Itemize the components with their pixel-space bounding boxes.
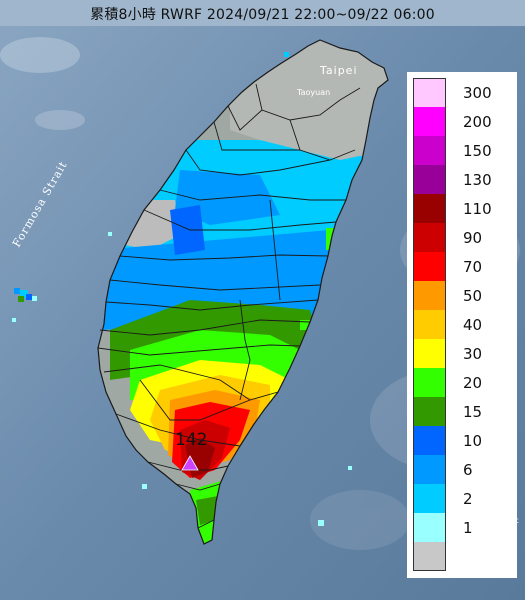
- city-label-taipei: Taipei: [320, 64, 358, 77]
- legend-swatch: [413, 252, 446, 281]
- legend-swatch: [413, 339, 446, 368]
- legend-label: 130: [463, 170, 492, 189]
- legend-row: 300: [413, 78, 509, 107]
- legend-row: 15: [413, 397, 509, 426]
- legend-label: 300: [463, 83, 492, 102]
- legend-label: 1: [463, 518, 473, 537]
- legend-label: 50: [463, 286, 483, 305]
- legend-swatch: [413, 223, 446, 252]
- max-marker-icon: [181, 455, 199, 471]
- legend-row: 110: [413, 194, 509, 223]
- legend-swatch: [413, 426, 446, 455]
- legend-row: 70: [413, 252, 509, 281]
- legend-swatch: [413, 165, 446, 194]
- legend-label: 6: [463, 460, 473, 479]
- legend-swatch: [413, 194, 446, 223]
- legend-row: 30: [413, 339, 509, 368]
- legend-swatch: [413, 107, 446, 136]
- legend-label: 10: [463, 431, 483, 450]
- legend-swatch: [413, 310, 446, 339]
- legend-row: 200: [413, 107, 509, 136]
- legend-label: 200: [463, 112, 492, 131]
- legend-row: 90: [413, 223, 509, 252]
- legend-swatch: [413, 78, 446, 107]
- legend-swatch: [413, 368, 446, 397]
- map-title: 累積8小時 RWRF 2024/09/21 22:00~09/22 06:00: [90, 7, 435, 23]
- legend-row: 1: [413, 513, 509, 542]
- legend-label: 2: [463, 489, 473, 508]
- header-band: [0, 0, 525, 26]
- legend-row: 150: [413, 136, 509, 165]
- max-value-label: 142: [175, 430, 208, 450]
- legend-row: 6: [413, 455, 509, 484]
- legend-swatch: [413, 513, 446, 542]
- legend-row: 50: [413, 281, 509, 310]
- legend-row: [413, 542, 509, 571]
- legend-row: 10: [413, 426, 509, 455]
- legend-swatch: [413, 136, 446, 165]
- legend-label: 110: [463, 199, 492, 218]
- legend-swatch: [413, 542, 446, 571]
- legend-swatch: [413, 281, 446, 310]
- offshore-echoes: [12, 52, 352, 526]
- legend-swatch: [413, 397, 446, 426]
- legend-swatch: [413, 455, 446, 484]
- legend-label: 20: [463, 373, 483, 392]
- legend-swatch: [413, 484, 446, 513]
- color-legend: 300 200 150 130 110 90 70 50 40 30 20 15 10 6 2 1: [413, 78, 509, 572]
- legend-label: 30: [463, 344, 483, 363]
- city-label-taoyuan: Taoyuan: [297, 88, 331, 97]
- legend-label: 15: [463, 402, 483, 421]
- legend-row: 2: [413, 484, 509, 513]
- county-boundaries: [97, 39, 389, 545]
- legend-label: 90: [463, 228, 483, 247]
- legend-label: 150: [463, 141, 492, 160]
- legend-row: 20: [413, 368, 509, 397]
- legend-row: 130: [413, 165, 509, 194]
- legend-label: 70: [463, 257, 483, 276]
- legend-row: 40: [413, 310, 509, 339]
- legend-label: 40: [463, 315, 483, 334]
